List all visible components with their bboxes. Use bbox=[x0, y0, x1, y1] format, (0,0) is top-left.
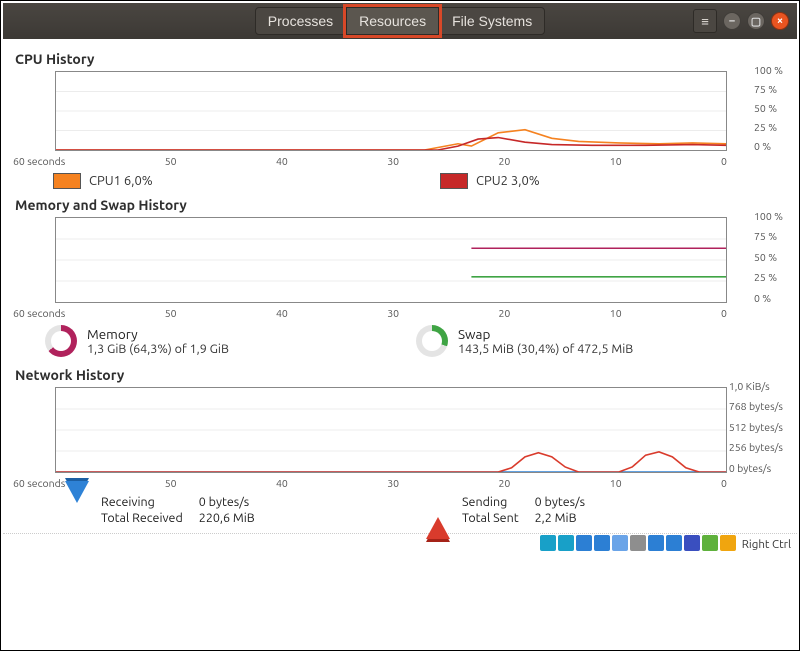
content-area: CPU History 100 %75 %50 %25 %0 % 60 seco… bbox=[3, 39, 797, 533]
receiving-label: Receiving bbox=[101, 495, 183, 509]
net-legend: Receiving 0 bytes/s Total Received 220,6… bbox=[13, 495, 787, 525]
down-arrow-icon bbox=[65, 503, 89, 517]
total-received-value: 220,6 MiB bbox=[199, 511, 255, 525]
mem-chart-plot bbox=[55, 217, 727, 303]
hamburger-icon: ≡ bbox=[701, 14, 709, 29]
sending-rate: 0 bytes/s bbox=[535, 495, 585, 509]
tab-resources[interactable]: Resources bbox=[346, 7, 439, 35]
menu-button[interactable]: ≡ bbox=[693, 9, 717, 33]
mem-legend: Memory 1,3 GiB (64,3%) of 1,9 GiB Swap 1… bbox=[13, 325, 787, 357]
cpu-chart: 100 %75 %50 %25 %0 % 60 seconds504030201… bbox=[55, 71, 727, 165]
swap-pie-icon bbox=[416, 325, 448, 357]
net-chart: 1,0 KiB/s768 bytes/s512 bytes/s256 bytes… bbox=[55, 387, 727, 487]
tab-processes[interactable]: Processes bbox=[255, 7, 346, 35]
maximize-button[interactable]: ▢ bbox=[747, 12, 765, 30]
swap-detail: 143,5 MiB (30,4%) of 472,5 MiB bbox=[458, 342, 633, 356]
sending-legend-item: Sending 0 bytes/s Total Sent 2,2 MiB bbox=[426, 495, 787, 525]
titlebar: Processes Resources File Systems ≡ – ▢ × bbox=[3, 3, 797, 39]
receiving-legend-item: Receiving 0 bytes/s Total Received 220,6… bbox=[65, 495, 426, 525]
close-button[interactable]: × bbox=[771, 12, 789, 30]
cpu-yticks: 100 %75 %50 %25 %0 % bbox=[754, 65, 783, 151]
cpu-title: CPU History bbox=[15, 51, 787, 67]
swap-label: Swap bbox=[458, 326, 490, 342]
mem-title: Memory and Swap History bbox=[15, 197, 787, 213]
cpu-legend: CPU1 6,0% CPU2 3,0% bbox=[13, 173, 787, 189]
net-xticks: 60 seconds50403020100 bbox=[13, 477, 727, 489]
memory-legend-item[interactable]: Memory 1,3 GiB (64,3%) of 1,9 GiB bbox=[45, 325, 416, 357]
up-arrow-icon bbox=[426, 503, 450, 517]
cpu2-label: CPU2 3,0% bbox=[476, 174, 540, 188]
cpu1-label: CPU1 6,0% bbox=[89, 174, 153, 188]
tab-file-systems[interactable]: File Systems bbox=[439, 7, 545, 35]
total-sent-value: 2,2 MiB bbox=[535, 511, 585, 525]
mem-chart: 100 %75 %50 %25 %0 % 60 seconds504030201… bbox=[55, 217, 727, 317]
mem-xticks: 60 seconds50403020100 bbox=[13, 307, 727, 319]
mem-chart-svg bbox=[56, 218, 726, 302]
net-title: Network History bbox=[15, 367, 787, 383]
net-yticks: 1,0 KiB/s768 bytes/s512 bytes/s256 bytes… bbox=[729, 381, 783, 473]
host-key-label: Right Ctrl bbox=[742, 538, 791, 551]
sending-label: Sending bbox=[462, 495, 519, 509]
cpu-chart-plot bbox=[55, 71, 727, 151]
memory-pie-icon bbox=[45, 325, 77, 357]
vm-statusbar: Right Ctrl bbox=[3, 533, 797, 555]
memory-detail: 1,3 GiB (64,3%) of 1,9 GiB bbox=[87, 342, 229, 356]
swap-legend-item[interactable]: Swap 143,5 MiB (30,4%) of 472,5 MiB bbox=[416, 325, 787, 357]
net-chart-plot bbox=[55, 387, 727, 473]
cpu2-legend-item[interactable]: CPU2 3,0% bbox=[440, 173, 540, 189]
cpu-chart-svg bbox=[56, 72, 726, 150]
total-sent-label: Total Sent bbox=[462, 511, 519, 525]
net-chart-svg bbox=[56, 388, 726, 472]
view-tabs: Processes Resources File Systems bbox=[255, 7, 545, 35]
cpu1-legend-item[interactable]: CPU1 6,0% bbox=[53, 173, 440, 189]
cpu2-swatch bbox=[440, 173, 468, 189]
receiving-rate: 0 bytes/s bbox=[199, 495, 255, 509]
tray-icons bbox=[540, 535, 738, 554]
cpu-xticks: 60 seconds50403020100 bbox=[13, 155, 727, 167]
total-received-label: Total Received bbox=[101, 511, 183, 525]
mem-yticks: 100 %75 %50 %25 %0 % bbox=[754, 211, 783, 303]
memory-label: Memory bbox=[87, 326, 138, 342]
minimize-button[interactable]: – bbox=[723, 12, 741, 30]
cpu1-swatch bbox=[53, 173, 81, 189]
window-controls: ≡ – ▢ × bbox=[693, 9, 789, 33]
